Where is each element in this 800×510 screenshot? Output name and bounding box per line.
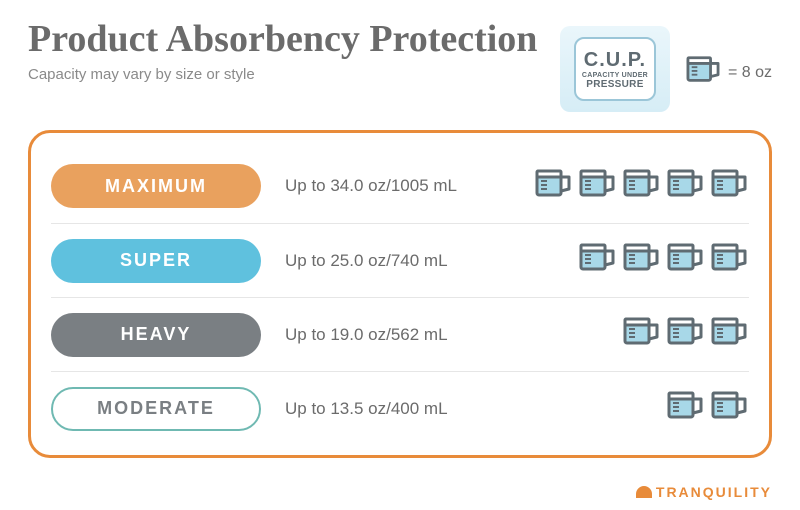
page-subtitle: Capacity may vary by size or style xyxy=(28,66,560,83)
footer: TRANQUILITY xyxy=(636,484,772,500)
cup-icon xyxy=(665,167,705,206)
cup-icon xyxy=(577,241,617,280)
level-cups xyxy=(519,167,749,206)
cup-icon xyxy=(533,167,573,206)
level-row: MODERATEUp to 13.5 oz/400 mL xyxy=(51,371,749,445)
absorbency-table: MAXIMUMUp to 34.0 oz/1005 mL SUPERUp xyxy=(28,130,772,458)
level-pill: HEAVY xyxy=(51,313,261,357)
cup-badge: C.U.P. CAPACITY UNDER PRESSURE xyxy=(560,26,670,112)
cup-icon xyxy=(709,167,749,206)
cup-icon xyxy=(621,315,661,354)
brand-icon xyxy=(636,486,652,498)
level-pill: MAXIMUM xyxy=(51,164,261,208)
cup-icon xyxy=(621,167,661,206)
cup-icon xyxy=(709,315,749,354)
level-capacity: Up to 34.0 oz/1005 mL xyxy=(261,176,519,196)
level-row: SUPERUp to 25.0 oz/740 mL xyxy=(51,223,749,297)
level-cups xyxy=(519,241,749,280)
cup-icon xyxy=(665,241,705,280)
level-pill: SUPER xyxy=(51,239,261,283)
title-block: Product Absorbency Protection Capacity m… xyxy=(28,20,560,83)
level-cups xyxy=(519,315,749,354)
level-row: MAXIMUMUp to 34.0 oz/1005 mL xyxy=(51,149,749,223)
level-row: HEAVYUp to 19.0 oz/562 mL xyxy=(51,297,749,371)
level-capacity: Up to 19.0 oz/562 mL xyxy=(261,325,519,345)
brand-name: TRANQUILITY xyxy=(656,484,772,500)
legend: = 8 oz xyxy=(684,26,772,91)
level-capacity: Up to 13.5 oz/400 mL xyxy=(261,399,519,419)
cup-icon xyxy=(709,241,749,280)
badge-area: C.U.P. CAPACITY UNDER PRESSURE = 8 oz xyxy=(560,20,772,112)
cup-icon xyxy=(577,167,617,206)
badge-line2: CAPACITY UNDER xyxy=(582,72,648,79)
cup-icon xyxy=(665,315,705,354)
badge-line1: C.U.P. xyxy=(584,49,646,72)
cup-icon xyxy=(621,241,661,280)
level-cups xyxy=(519,389,749,428)
header-row: Product Absorbency Protection Capacity m… xyxy=(28,20,772,112)
level-pill: MODERATE xyxy=(51,387,261,431)
legend-text: = 8 oz xyxy=(728,64,772,82)
cup-badge-inner: C.U.P. CAPACITY UNDER PRESSURE xyxy=(574,37,656,101)
cup-icon xyxy=(684,54,722,91)
cup-icon xyxy=(665,389,705,428)
level-capacity: Up to 25.0 oz/740 mL xyxy=(261,251,519,271)
badge-line3: PRESSURE xyxy=(586,79,643,90)
cup-icon xyxy=(709,389,749,428)
page-title: Product Absorbency Protection xyxy=(28,20,560,60)
